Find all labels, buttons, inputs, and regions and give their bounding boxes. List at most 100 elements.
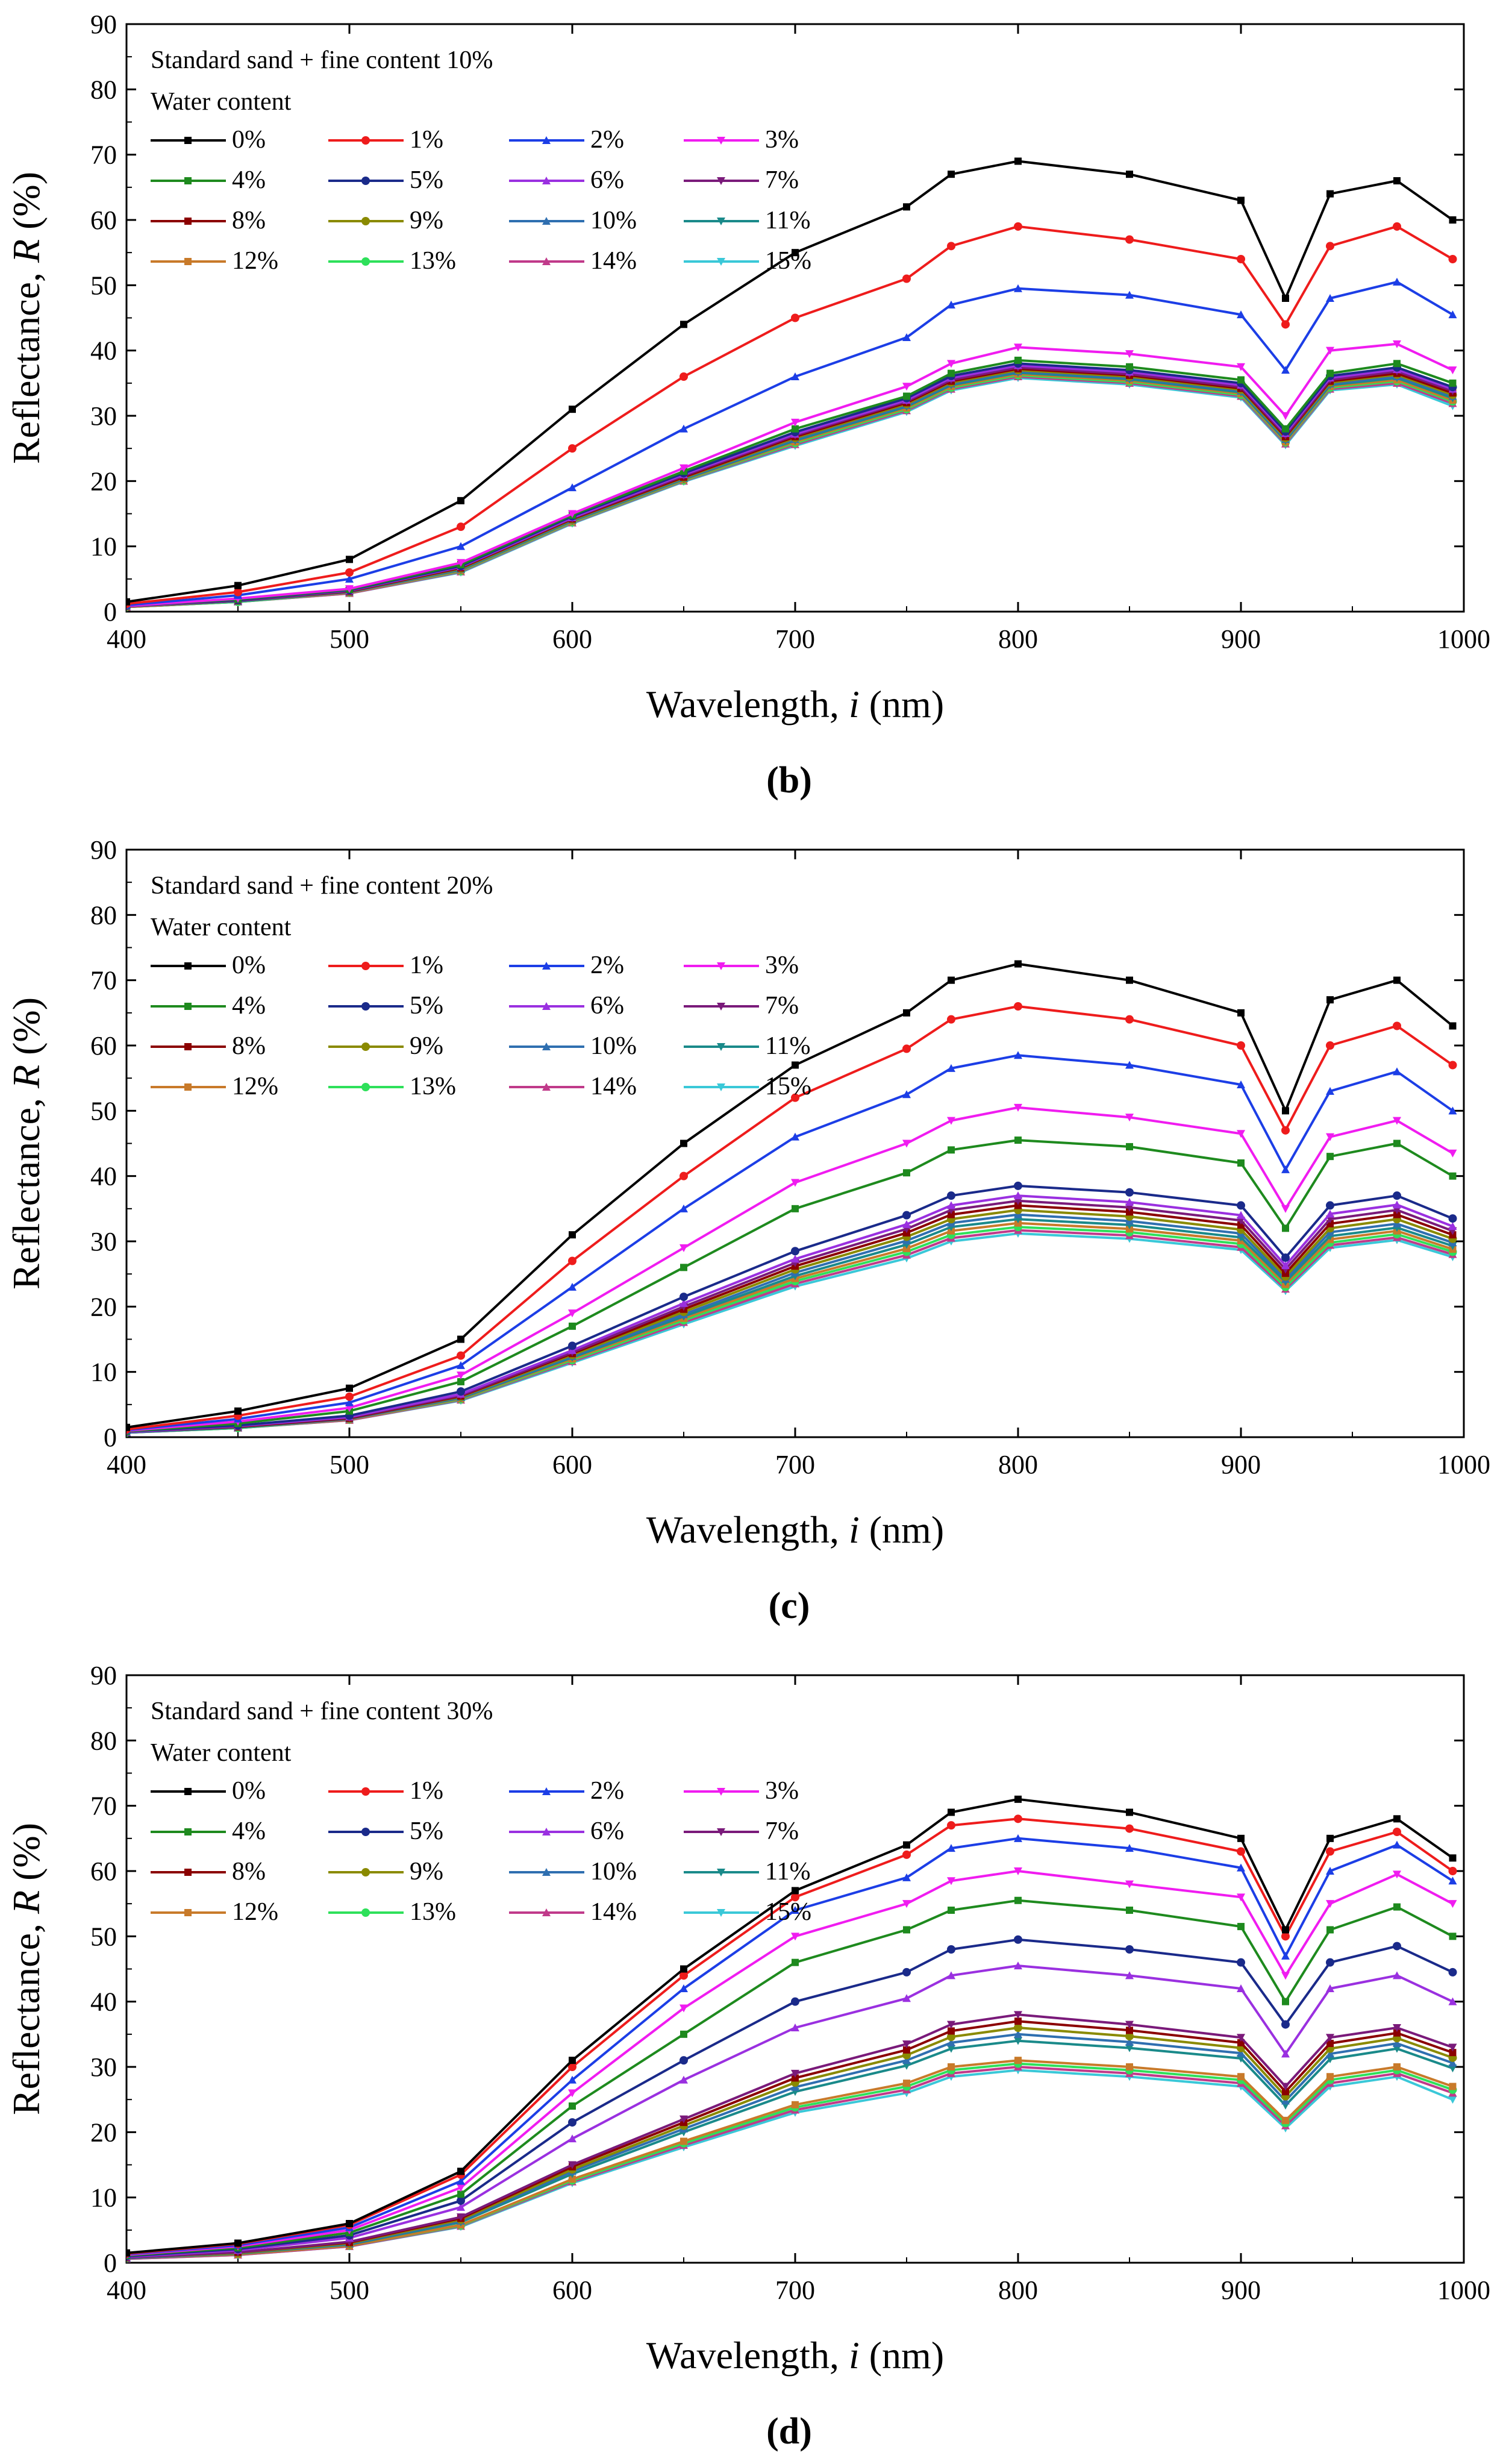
legend-entry-4pct: 4% bbox=[151, 166, 266, 194]
data-point-marker bbox=[1237, 1923, 1245, 1931]
data-point-marker bbox=[184, 1909, 192, 1916]
data-point-marker bbox=[1014, 1935, 1022, 1944]
data-point-marker bbox=[1125, 1844, 1134, 1852]
y-axis-title-text: Reflectance, bbox=[5, 1088, 48, 1290]
data-point-marker bbox=[1282, 295, 1289, 302]
data-point-marker bbox=[1237, 1041, 1245, 1050]
data-point-marker bbox=[457, 1351, 465, 1360]
legend-entry-9pct: 9% bbox=[328, 207, 443, 234]
x-tick-label: 700 bbox=[775, 1450, 815, 1479]
data-point-marker bbox=[1326, 242, 1334, 251]
data-point-marker bbox=[568, 1309, 576, 1318]
y-axis-title-text: Reflectance, bbox=[5, 1914, 48, 2115]
chart-panel-b: 0 10 20 30 40 50 60 70 80 90 400 500 600 700 800 900 100… bbox=[5, 10, 1490, 801]
data-point-marker bbox=[1125, 2032, 1134, 2041]
legend-entry-12pct: 12% bbox=[151, 1898, 278, 1926]
x-tick-label: 600 bbox=[552, 2275, 592, 2305]
data-point-marker bbox=[234, 1407, 242, 1415]
data-point-marker bbox=[361, 1868, 370, 1876]
chart-panel-c: 0 10 20 30 40 50 60 70 80 90 400 500 600 700 800 900 100… bbox=[5, 835, 1490, 1626]
y-axis-title: Reflectance, R (%) bbox=[5, 172, 48, 464]
data-point-marker bbox=[542, 1828, 551, 1835]
y-tick-label: 40 bbox=[90, 1987, 117, 2017]
y-tick-label: 60 bbox=[90, 1031, 117, 1061]
legend-entry-14pct: 14% bbox=[509, 247, 637, 275]
data-point-marker bbox=[1449, 1022, 1457, 1030]
series-line-7pct bbox=[127, 1199, 1454, 1434]
data-point-marker bbox=[1014, 1202, 1022, 1209]
legend-entry-6pct: 6% bbox=[509, 1817, 624, 1845]
x-axis-title-text: Wavelength, bbox=[646, 2334, 849, 2377]
data-point-marker bbox=[1448, 1876, 1457, 1885]
data-point-marker bbox=[1448, 255, 1457, 263]
data-point-marker bbox=[791, 1893, 799, 1902]
data-point-marker bbox=[680, 464, 688, 472]
data-point-marker bbox=[791, 1247, 799, 1256]
data-point-marker bbox=[1448, 2096, 1457, 2104]
data-point-marker bbox=[1125, 235, 1134, 244]
x-tick-label: 600 bbox=[552, 624, 592, 654]
data-point-marker bbox=[903, 1169, 910, 1177]
data-point-marker bbox=[1281, 320, 1290, 329]
data-point-marker bbox=[1282, 2116, 1289, 2124]
data-point-marker bbox=[568, 1282, 576, 1291]
data-point-marker bbox=[791, 2083, 799, 2091]
data-point-marker bbox=[1126, 1208, 1133, 1216]
data-point-marker bbox=[1126, 1808, 1133, 1816]
data-point-marker bbox=[457, 1361, 465, 1369]
x-tick-label: 400 bbox=[107, 2275, 146, 2305]
legend-entry-0pct: 0% bbox=[151, 1777, 266, 1805]
x-tick-label: 900 bbox=[1221, 2275, 1261, 2305]
data-point-marker bbox=[1014, 222, 1022, 231]
data-point-marker bbox=[1237, 1984, 1245, 1992]
data-point-marker bbox=[1282, 425, 1289, 433]
data-point-marker bbox=[1393, 1903, 1401, 1911]
data-point-marker bbox=[947, 2033, 955, 2042]
legend-entry-3pct: 3% bbox=[684, 951, 799, 979]
data-point-marker bbox=[1014, 1181, 1022, 1190]
legend-entry-8pct: 8% bbox=[151, 1858, 266, 1886]
data-point-marker bbox=[680, 424, 688, 433]
legend-label: 12% bbox=[232, 1898, 278, 1926]
data-point-marker bbox=[1282, 1224, 1289, 1232]
y-tick-label: 80 bbox=[90, 900, 117, 930]
data-point-marker bbox=[1448, 1149, 1457, 1158]
data-point-marker bbox=[568, 2089, 576, 2098]
data-point-marker bbox=[1281, 1972, 1290, 1980]
legend-label: 8% bbox=[232, 207, 266, 234]
x-axis-title: Wavelength, i (nm) bbox=[646, 683, 944, 726]
data-point-marker bbox=[1125, 290, 1134, 299]
data-point-marker bbox=[680, 1971, 688, 1980]
data-point-marker bbox=[791, 1997, 799, 2006]
data-point-marker bbox=[1449, 216, 1457, 224]
data-point-marker bbox=[947, 300, 955, 309]
data-point-marker bbox=[1393, 2024, 1401, 2032]
series-group bbox=[127, 157, 1457, 612]
data-point-marker bbox=[1393, 1140, 1401, 1147]
data-point-marker bbox=[947, 1971, 955, 1980]
x-tick-label: 700 bbox=[775, 2275, 815, 2305]
legend-label: 7% bbox=[765, 166, 799, 194]
legend-entry-15pct: 15% bbox=[684, 247, 811, 275]
legend-entry-8pct: 8% bbox=[151, 207, 266, 234]
data-point-marker bbox=[1125, 1061, 1134, 1069]
data-point-marker bbox=[1326, 1834, 1334, 1842]
y-tick-label: 90 bbox=[90, 835, 117, 865]
data-point-marker bbox=[680, 1171, 688, 1180]
data-point-marker bbox=[1393, 1211, 1401, 1218]
data-point-marker bbox=[184, 1869, 192, 1876]
series-line-6pct bbox=[127, 1964, 1454, 2259]
panel-label: (c) bbox=[769, 1585, 810, 1626]
y-tick-label: 60 bbox=[90, 1857, 117, 1886]
y-tick-label: 30 bbox=[90, 2052, 117, 2082]
data-point-marker bbox=[1393, 2029, 1401, 2037]
legend-label: 0% bbox=[232, 951, 266, 979]
panel-label: (d) bbox=[766, 2411, 812, 2452]
data-point-marker bbox=[542, 1908, 551, 1916]
series-line-4pct bbox=[127, 1899, 1454, 2257]
legend-label: 0% bbox=[232, 1777, 266, 1805]
legend-label: 13% bbox=[410, 1073, 456, 1100]
data-point-marker bbox=[1126, 2027, 1133, 2034]
legend-entry-8pct: 8% bbox=[151, 1032, 266, 1060]
